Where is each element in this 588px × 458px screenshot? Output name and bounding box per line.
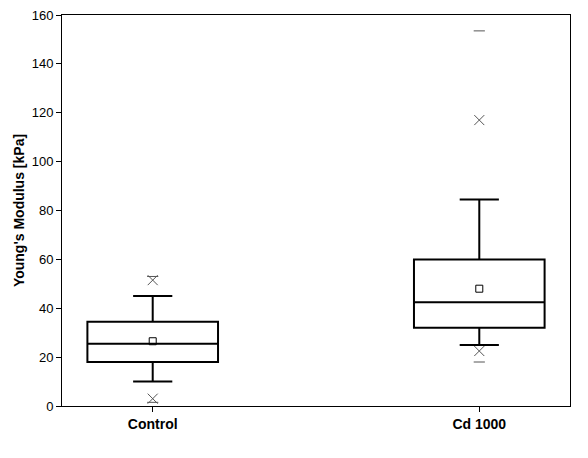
svg-text:Young's Modulus [kPa]: Young's Modulus [kPa] [11, 134, 27, 287]
svg-text:160: 160 [32, 8, 54, 23]
svg-text:140: 140 [32, 56, 54, 71]
svg-text:Cd 1000: Cd 1000 [452, 416, 506, 432]
svg-text:Control: Control [128, 416, 178, 432]
svg-text:100: 100 [32, 154, 54, 169]
svg-text:0: 0 [46, 399, 53, 414]
svg-text:40: 40 [39, 301, 53, 316]
svg-text:60: 60 [39, 252, 53, 267]
svg-text:120: 120 [32, 105, 54, 120]
svg-text:80: 80 [39, 203, 53, 218]
svg-text:20: 20 [39, 350, 53, 365]
